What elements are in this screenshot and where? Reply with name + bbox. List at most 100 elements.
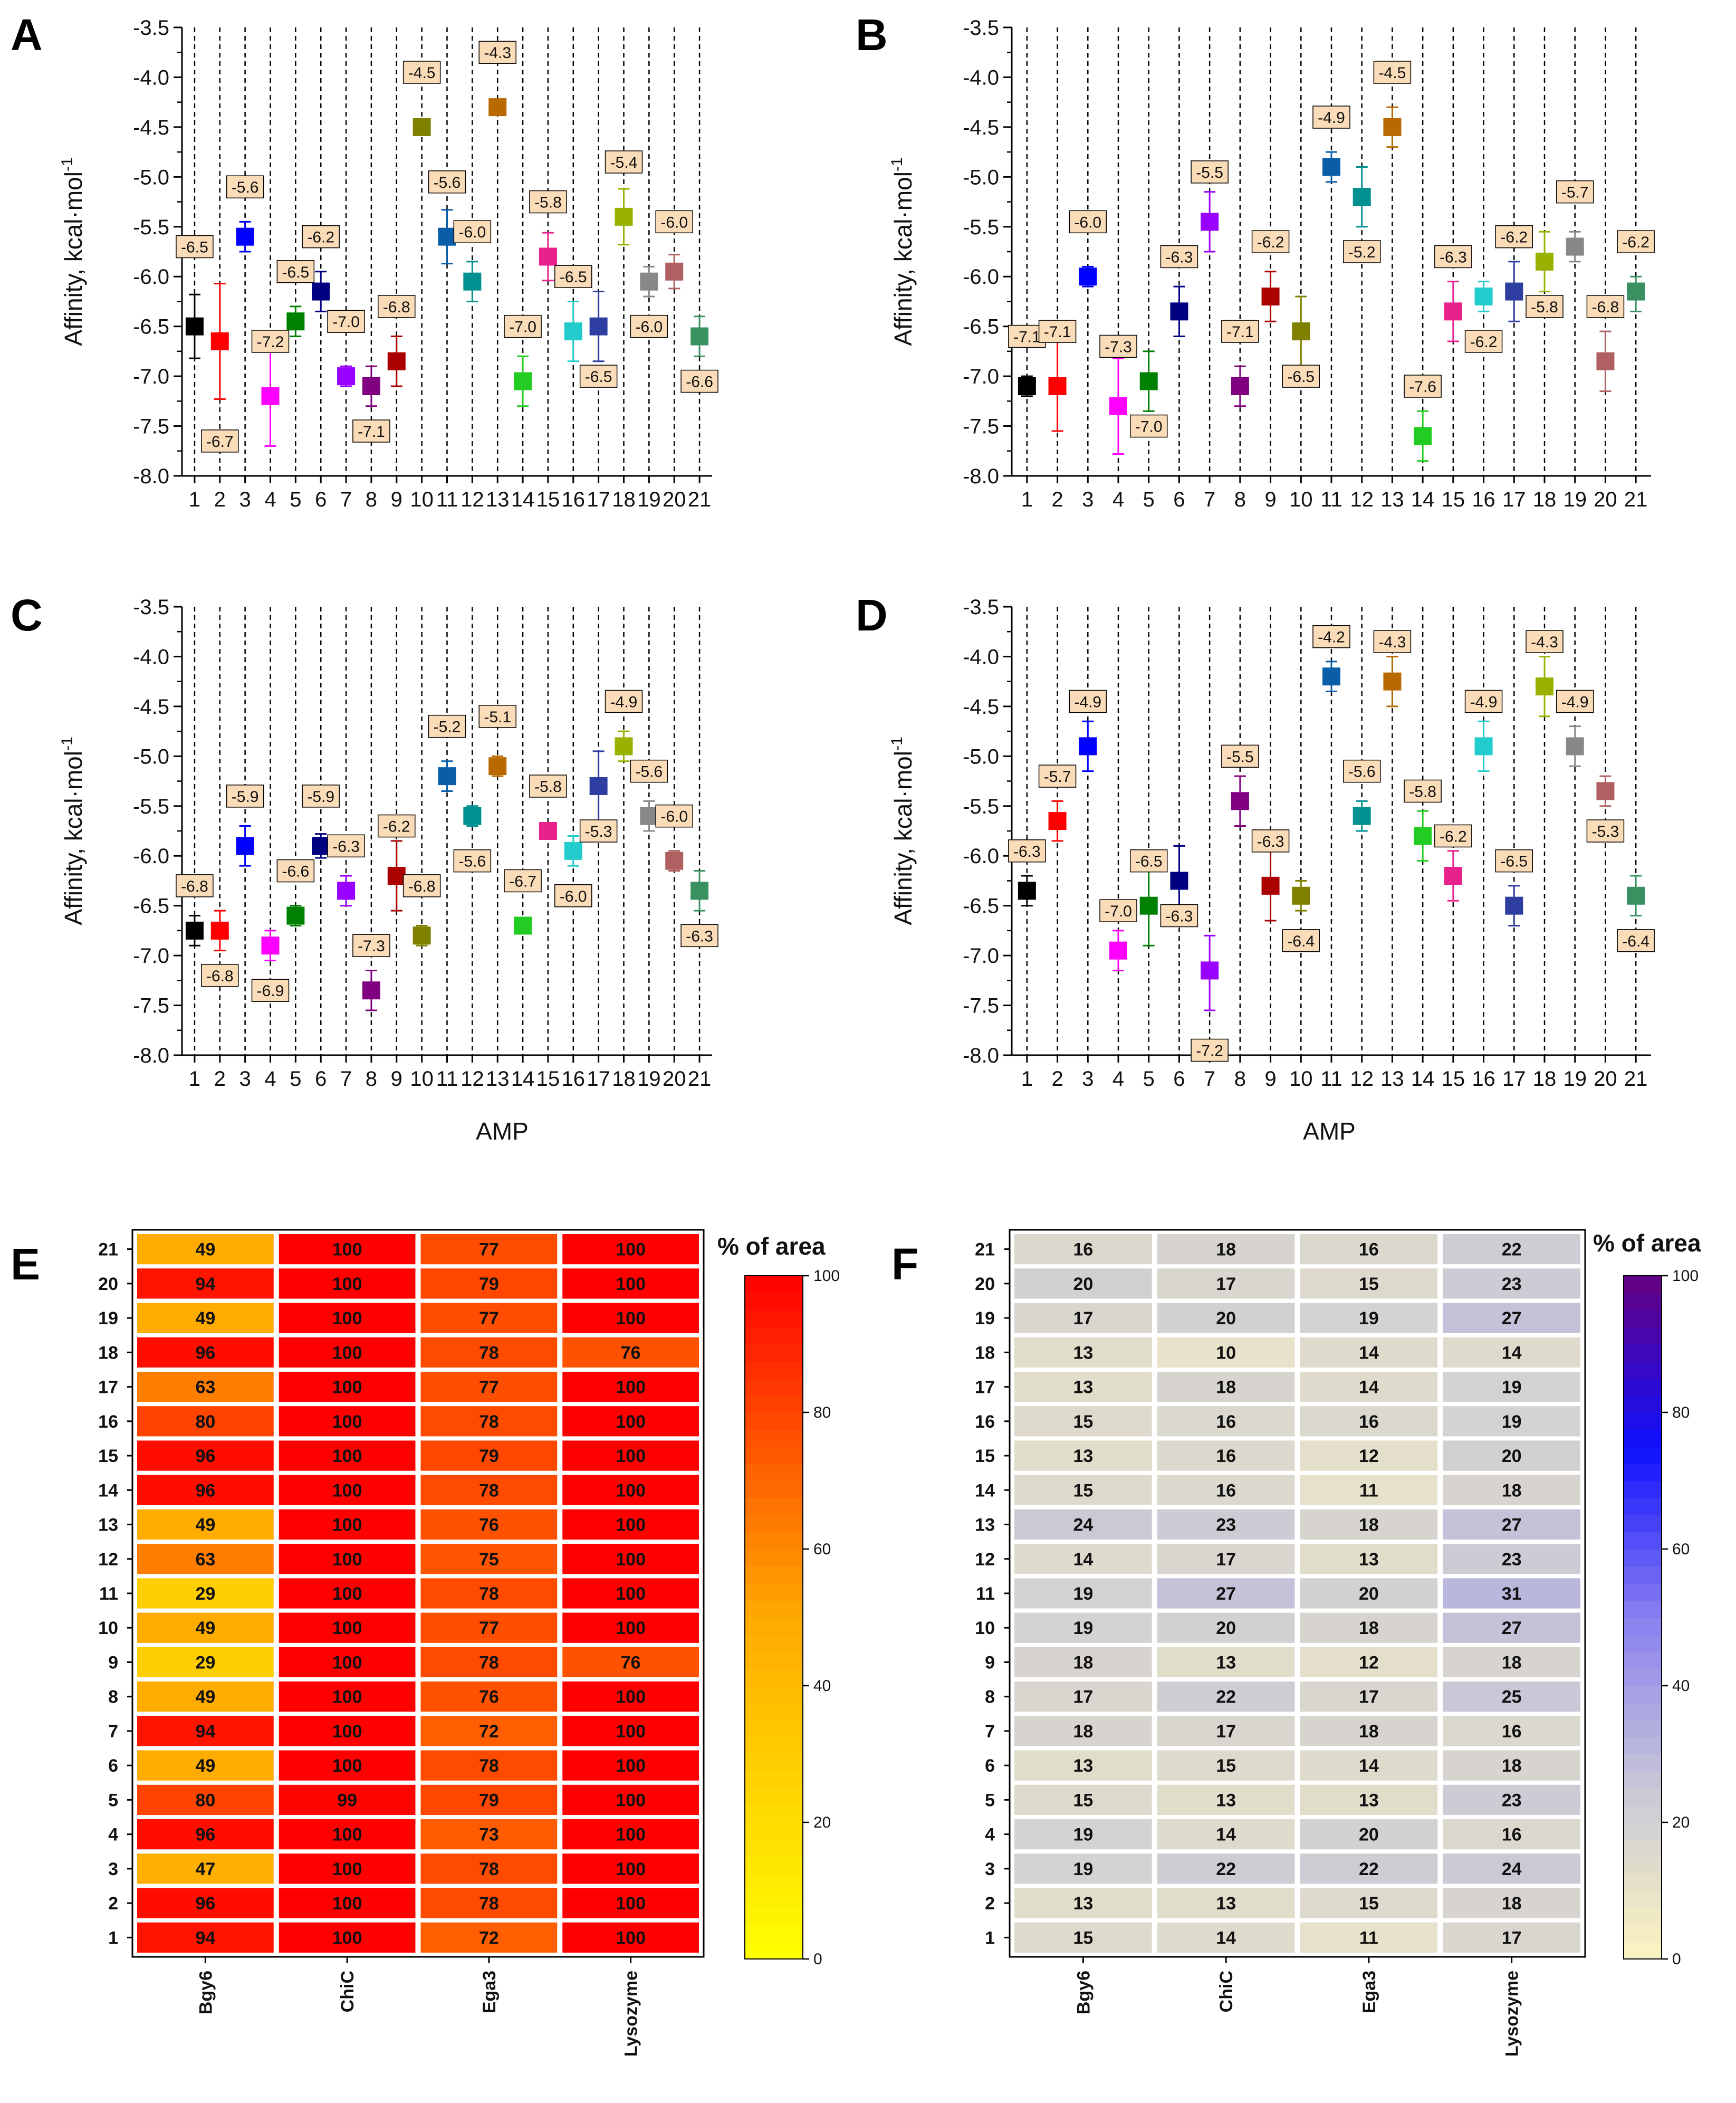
panel-f-cell-value: 22 — [1216, 1687, 1236, 1707]
panel-f-cell — [1443, 1440, 1580, 1471]
panel-d-value-label-box — [1008, 839, 1046, 863]
panel-f-row-label: 14 — [975, 1480, 995, 1500]
panel-c-x-tick-label: 1 — [189, 1067, 200, 1091]
panel-a-value-label: -6.7 — [206, 433, 234, 451]
panel-d-value-label: -6.2 — [1440, 828, 1467, 845]
panel-a-point — [690, 327, 709, 346]
panel-c-value-label-box — [554, 884, 592, 907]
panel-e-cell-value: 100 — [616, 1480, 646, 1500]
panel-d-x-tick-label: 3 — [1082, 1067, 1094, 1091]
panel-f-cell — [1300, 1612, 1438, 1643]
panel-c-value-label-box — [327, 834, 365, 858]
panel-f-cell — [1157, 1922, 1295, 1953]
panel-f-row-label: 9 — [985, 1652, 995, 1672]
panel-f-colorbar-band — [1624, 1361, 1662, 1379]
panel-f-colorbar-frame — [1623, 1275, 1662, 1959]
panel-f-cell — [1157, 1681, 1295, 1712]
panel-f-row-label: 3 — [985, 1859, 995, 1879]
panel-f-cell-value: 20 — [1359, 1584, 1379, 1604]
panel-f-colorbar-band — [1624, 1651, 1662, 1669]
panel-a: A -3.5 -4.0 -4.5 -5.0 -5.5 -6.0 -6.5 -7.0 -7.5 -8… — [11, 10, 718, 511]
panel-d-value-label: -6.3 — [1166, 908, 1193, 925]
panel-d-value-label-box — [1495, 849, 1533, 873]
panel-b-point — [1353, 188, 1371, 206]
panel-c-point — [615, 737, 633, 756]
panel-f-cell — [1157, 1819, 1295, 1850]
panel-f-row-label: 2 — [985, 1894, 995, 1914]
panel-b-x-tick-label: 4 — [1112, 488, 1124, 511]
panel-f-cell-value: 13 — [1073, 1756, 1093, 1776]
panel-e-cell — [420, 1853, 558, 1884]
panel-f-cell — [1157, 1784, 1295, 1815]
panel-d-value-label: -4.9 — [1470, 693, 1498, 711]
panel-f-colorbar-band — [1624, 1890, 1662, 1908]
panel-c-value-label-box — [302, 785, 340, 808]
panel-f-cell-value: 20 — [1359, 1825, 1379, 1845]
panel-e-cell-value: 100 — [332, 1722, 362, 1742]
panel-e-cell-value: 100 — [332, 1480, 362, 1500]
panel-b: B -3.5 -4.0 -4.5 -5.0 -5.5 -6.0 -6.5 -7.0 -7.5 -8… — [856, 10, 1655, 511]
panel-e-cell — [562, 1647, 699, 1678]
panel-e-colorbar-band — [745, 1361, 803, 1379]
panel-e-row-label: 3 — [108, 1859, 118, 1879]
panel-f-cell — [1300, 1544, 1438, 1574]
panel-d-y-axis-title-sup: -1 — [888, 737, 906, 751]
panel-c-y-axis-title-sup: -1 — [59, 737, 76, 751]
panel-f-cell — [1443, 1406, 1580, 1437]
panel-e-cell-value: 100 — [332, 1446, 362, 1466]
panel-b-value-label: -7.6 — [1409, 378, 1436, 396]
panel-e-colorbar-band — [745, 1464, 803, 1481]
panel-f-cell-value: 18 — [1359, 1515, 1379, 1535]
panel-e-cell-value: 78 — [479, 1859, 499, 1879]
panel-e-colorbar-band — [745, 1907, 803, 1926]
panel-b-x-tick-label: 18 — [1533, 488, 1557, 511]
panel-e-cell-value: 78 — [479, 1480, 499, 1500]
panel-c-value-label: -6.8 — [181, 878, 208, 895]
panel-f-row-label: 21 — [975, 1240, 995, 1260]
panel-e-colorbar-band — [745, 1839, 803, 1857]
panel-f-colorbar-band — [1624, 1378, 1662, 1396]
panel-a-point — [261, 387, 280, 405]
panel-b-point — [1231, 377, 1249, 395]
panel-e-cell-value: 49 — [195, 1687, 215, 1707]
panel-e-cell — [137, 1612, 274, 1643]
panel-f-cell — [1014, 1647, 1152, 1678]
panel-f-cell — [1443, 1922, 1580, 1953]
panel-a-point — [236, 227, 254, 246]
panel-a-y-tick-label: -7.0 — [133, 365, 169, 388]
panel-d-value-label: -7.2 — [1196, 1043, 1223, 1060]
panel-f-cell — [1014, 1509, 1152, 1540]
panel-f-cell-value: 17 — [1502, 1928, 1522, 1948]
panel-c-point — [514, 916, 532, 935]
panel-f-row-label: 12 — [975, 1550, 995, 1570]
panel-d-y-tick-label: -5.5 — [963, 795, 999, 818]
panel-e-cell-value: 100 — [332, 1894, 362, 1914]
panel-d-value-label: -6.5 — [1135, 853, 1163, 871]
panel-c-x-tick-label: 20 — [663, 1067, 686, 1091]
panel-d-point — [1505, 896, 1523, 915]
panel-b-point — [1627, 282, 1645, 301]
panel-f-cell — [1300, 1440, 1438, 1471]
panel-f-colorbar-band — [1624, 1600, 1662, 1618]
panel-a-point — [564, 322, 582, 341]
panel-f-cell-value: 19 — [1502, 1378, 1522, 1398]
panel-e-cell — [279, 1819, 416, 1850]
panel-a-value-label: -7.1 — [358, 423, 385, 441]
panel-b-y-tick-label: -5.0 — [963, 166, 999, 189]
panel-e-cell — [562, 1509, 699, 1540]
panel-a-point — [463, 272, 482, 291]
panel-e-colorbar-band — [745, 1686, 803, 1704]
panel-d-value-label: -6.4 — [1622, 933, 1649, 950]
panel-b-value-label-box — [1434, 245, 1472, 269]
panel-a-value-label-box — [680, 369, 718, 393]
panel-f-colorbar-band — [1624, 1464, 1662, 1481]
panel-e-cell — [420, 1234, 558, 1265]
panel-e-cell-value: 100 — [616, 1550, 646, 1570]
panel-e-cell-value: 29 — [195, 1652, 215, 1672]
panel-f-cell-value: 18 — [1502, 1894, 1522, 1914]
panel-d-point — [1261, 876, 1280, 895]
panel-e-cell-value: 100 — [332, 1378, 362, 1398]
panel-e-cell — [562, 1612, 699, 1643]
panel-e-cell-value: 100 — [332, 1618, 362, 1638]
panel-d-y-tick-label: -8.0 — [963, 1044, 999, 1067]
